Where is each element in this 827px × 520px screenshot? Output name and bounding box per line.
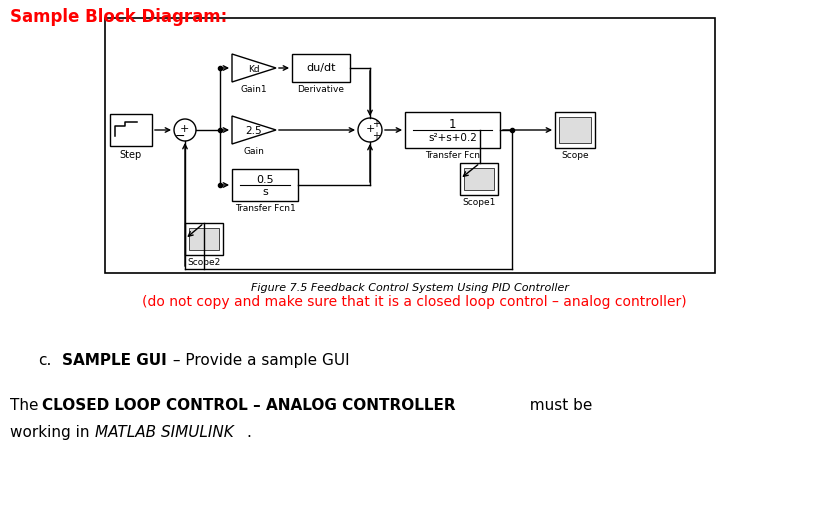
Text: Transfer Fcn1: Transfer Fcn1 <box>234 204 295 213</box>
Circle shape <box>357 118 381 142</box>
Text: +: + <box>371 131 380 141</box>
Text: (do not copy and make sure that it is a closed loop control – analog controller): (do not copy and make sure that it is a … <box>141 295 686 309</box>
Text: Gain1: Gain1 <box>241 85 267 94</box>
Text: Kd: Kd <box>248 64 260 73</box>
Bar <box>110 114 152 146</box>
Text: c.: c. <box>38 353 51 368</box>
Text: 2.5: 2.5 <box>246 126 262 136</box>
Text: Step: Step <box>120 150 142 160</box>
Text: SAMPLE GUI: SAMPLE GUI <box>62 353 166 368</box>
Text: working in: working in <box>10 425 94 440</box>
Bar <box>463 168 494 190</box>
Bar <box>460 163 497 195</box>
Polygon shape <box>232 116 275 144</box>
Text: The: The <box>10 398 43 413</box>
Circle shape <box>174 119 196 141</box>
Text: Scope2: Scope2 <box>187 258 220 267</box>
Text: du/dt: du/dt <box>306 63 335 73</box>
Bar <box>232 169 298 201</box>
Text: MATLAB SIMULINK: MATLAB SIMULINK <box>95 425 233 440</box>
Text: .: . <box>246 425 251 440</box>
Text: 0.5: 0.5 <box>256 175 274 185</box>
Text: Scope1: Scope1 <box>461 198 495 207</box>
Text: +: + <box>371 119 380 129</box>
Text: Scope: Scope <box>561 151 588 160</box>
Bar <box>189 228 218 250</box>
Text: Sample Block Diagram:: Sample Block Diagram: <box>10 8 227 26</box>
Bar <box>105 18 715 273</box>
Text: Figure 7.5 Feedback Control System Using PID Controller: Figure 7.5 Feedback Control System Using… <box>251 283 568 293</box>
Text: 1: 1 <box>448 118 456 131</box>
Bar <box>184 223 222 255</box>
Text: −: − <box>174 129 185 142</box>
Bar <box>558 117 590 143</box>
Text: Transfer Fcn: Transfer Fcn <box>424 151 480 160</box>
Bar <box>404 112 500 148</box>
Text: CLOSED LOOP CONTROL – ANALOG CONTROLLER: CLOSED LOOP CONTROL – ANALOG CONTROLLER <box>42 398 455 413</box>
Text: +: + <box>365 124 375 134</box>
Text: must be: must be <box>519 398 591 413</box>
Text: Gain: Gain <box>243 147 264 156</box>
Text: – Provide a sample GUI: – Provide a sample GUI <box>168 353 349 368</box>
Text: Derivative: Derivative <box>297 85 344 94</box>
Bar <box>554 112 595 148</box>
Text: +: + <box>179 124 189 134</box>
Polygon shape <box>232 54 275 82</box>
Text: s²+s+0.2: s²+s+0.2 <box>428 133 476 143</box>
Text: s: s <box>262 187 268 197</box>
Bar <box>292 54 350 82</box>
